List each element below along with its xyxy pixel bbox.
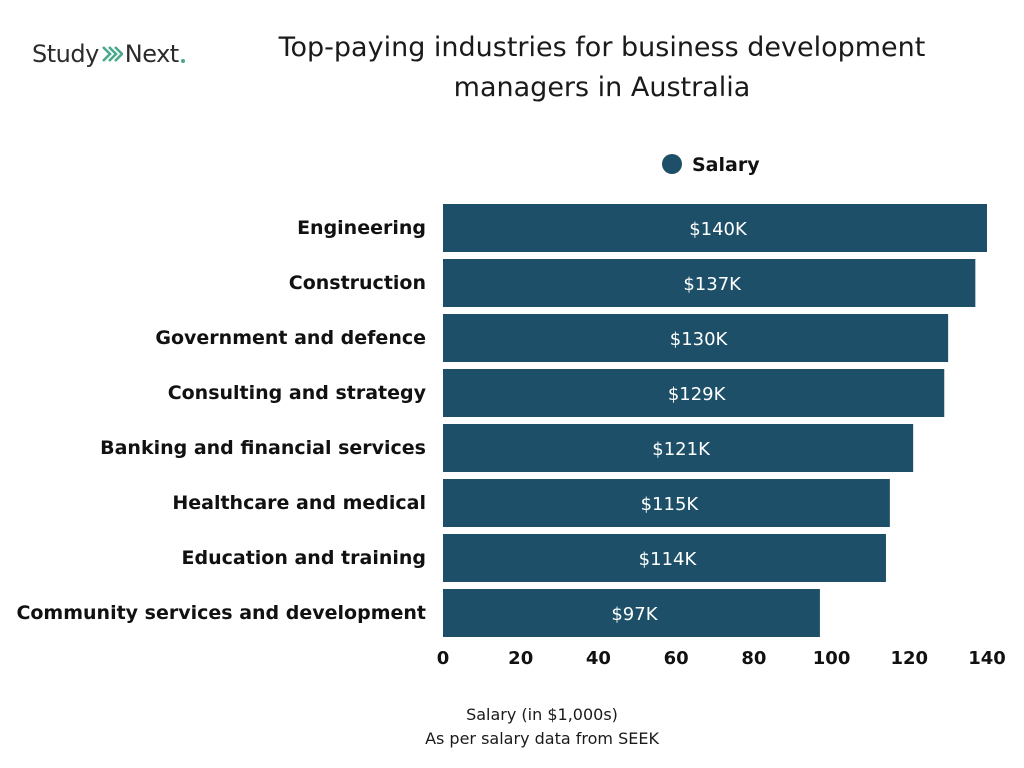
x-tick-label: 40 xyxy=(586,648,611,669)
bar-value-label: $129K xyxy=(668,384,727,405)
chart-title-line-1: Top-paying industries for business devel… xyxy=(278,32,926,63)
studynext-logo: Study Next xyxy=(32,38,185,70)
category-label: Healthcare and medical xyxy=(172,492,426,514)
category-label: Community services and development xyxy=(16,602,426,624)
category-label: Government and defence xyxy=(155,327,426,349)
chart-title-line-2: managers in Australia xyxy=(453,72,751,103)
category-label: Construction xyxy=(289,272,426,294)
category-label: Education and training xyxy=(182,547,427,569)
x-tick-label: 80 xyxy=(741,648,766,669)
bar xyxy=(443,589,820,637)
x-tick-label: 20 xyxy=(508,648,533,669)
x-axis-ticks: 0 20 40 60 80 100 120 140 xyxy=(437,648,1006,669)
bar xyxy=(443,479,890,527)
category-label: Banking and financial services xyxy=(100,437,426,459)
x-tick-label: 100 xyxy=(813,648,851,669)
bar-value-label: $115K xyxy=(641,494,700,515)
category-label: Consulting and strategy xyxy=(168,382,427,404)
category-label: Engineering xyxy=(297,217,426,239)
bar xyxy=(443,534,886,582)
legend-marker xyxy=(662,154,682,174)
bar-value-label: $121K xyxy=(652,439,711,460)
bar-value-label: $97K xyxy=(611,604,658,625)
x-tick-label: 60 xyxy=(664,648,689,669)
bar-value-label: $137K xyxy=(683,274,742,295)
bar-value-label: $130K xyxy=(670,329,729,350)
bar xyxy=(443,204,987,252)
x-tick-label: 140 xyxy=(968,648,1006,669)
logo-dot-icon xyxy=(180,59,185,63)
legend-label: Salary xyxy=(692,154,760,176)
bar-value-label: $114K xyxy=(639,549,698,570)
bar-value-label: $140K xyxy=(689,219,748,240)
x-axis-label: Salary (in $1,000s) xyxy=(466,705,618,724)
category-labels: Engineering Construction Government and de… xyxy=(16,217,426,624)
x-tick-label: 120 xyxy=(890,648,928,669)
bars-group: $140K $137K $130K $129K $121K $115K $114K $97K xyxy=(443,204,987,637)
bar xyxy=(443,314,949,362)
chart-title: Top-paying industries for business devel… xyxy=(262,28,942,108)
bar xyxy=(443,259,976,307)
source-note: As per salary data from SEEK xyxy=(425,729,659,748)
logo-text-study: Study xyxy=(32,40,99,68)
x-tick-label: 0 xyxy=(437,648,450,669)
bar xyxy=(443,369,945,417)
bar xyxy=(443,424,914,472)
chevron-logo-icon xyxy=(101,46,123,62)
logo-text-next: Next xyxy=(124,40,179,68)
legend: Salary xyxy=(662,154,760,176)
